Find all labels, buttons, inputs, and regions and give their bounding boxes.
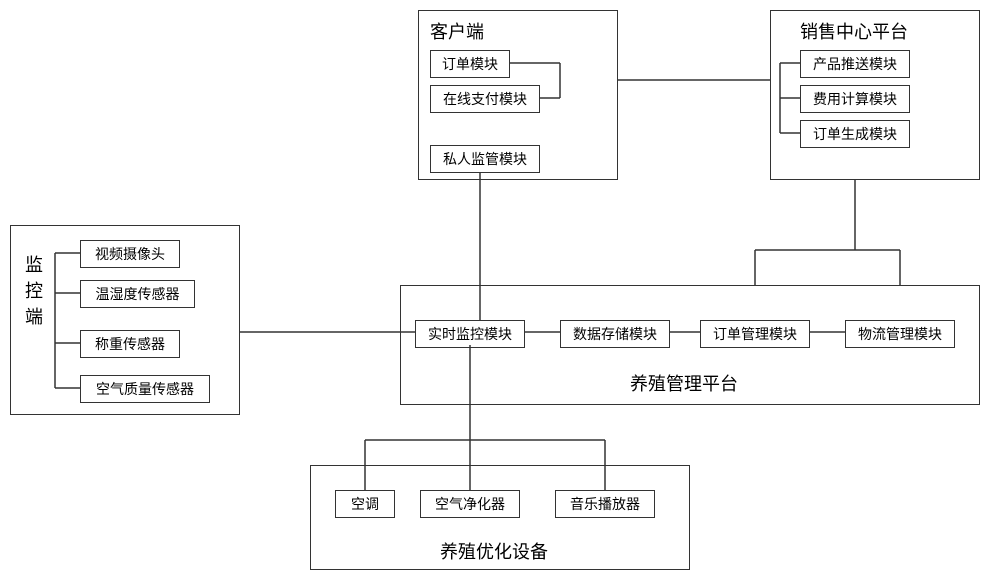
client-module-payment: 在线支付模块 [430, 85, 540, 113]
farm-module-realtime: 实时监控模块 [415, 320, 525, 348]
monitor-module-temp: 温湿度传感器 [80, 280, 195, 308]
farm-module-storage: 数据存储模块 [560, 320, 670, 348]
farm-module-logistics: 物流管理模块 [845, 320, 955, 348]
farm-module-ordermgmt: 订单管理模块 [700, 320, 810, 348]
sales-module-fee: 费用计算模块 [800, 85, 910, 113]
client-module-order: 订单模块 [430, 50, 510, 78]
client-module-supervise: 私人监管模块 [430, 145, 540, 173]
monitor-module-weight: 称重传感器 [80, 330, 180, 358]
equipment-module-ac: 空调 [335, 490, 395, 518]
equipment-title: 养殖优化设备 [440, 538, 548, 564]
monitor-title: 监控端 [20, 255, 46, 333]
equipment-module-purifier: 空气净化器 [420, 490, 520, 518]
sales-module-push: 产品推送模块 [800, 50, 910, 78]
sales-module-ordergen: 订单生成模块 [800, 120, 910, 148]
monitor-module-video: 视频摄像头 [80, 240, 180, 268]
monitor-module-air: 空气质量传感器 [80, 375, 210, 403]
farm-title: 养殖管理平台 [630, 370, 738, 396]
client-title: 客户端 [430, 18, 484, 44]
equipment-module-music: 音乐播放器 [555, 490, 655, 518]
sales-title: 销售中心平台 [800, 18, 908, 44]
